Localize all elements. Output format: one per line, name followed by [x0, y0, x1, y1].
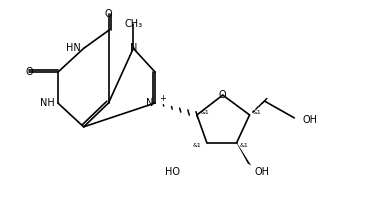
Polygon shape — [236, 142, 251, 166]
Text: O: O — [105, 9, 112, 19]
Text: O: O — [25, 67, 33, 77]
Text: &1: &1 — [201, 110, 210, 115]
Text: HN: HN — [66, 43, 81, 53]
Text: NH: NH — [40, 98, 55, 108]
Text: HO: HO — [165, 167, 180, 177]
Text: &1: &1 — [240, 143, 248, 148]
Text: &1: &1 — [252, 110, 261, 115]
Text: OH: OH — [302, 115, 317, 125]
Text: O: O — [219, 90, 227, 100]
Text: +: + — [159, 94, 166, 103]
Text: CH₃: CH₃ — [124, 19, 142, 28]
Text: &1: &1 — [193, 143, 202, 148]
Text: N: N — [130, 43, 137, 53]
Text: OH: OH — [255, 167, 269, 177]
Text: N: N — [146, 98, 153, 108]
Polygon shape — [184, 142, 207, 166]
